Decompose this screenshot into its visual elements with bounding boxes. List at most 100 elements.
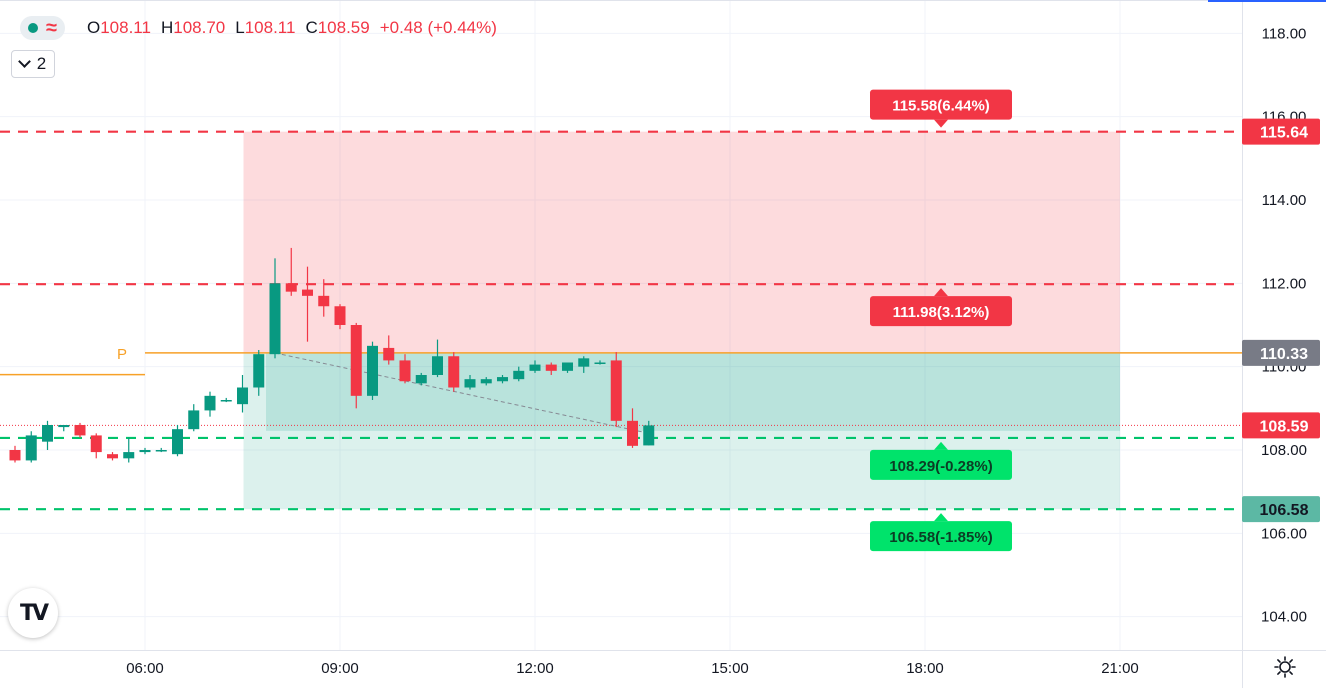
- candle: [139, 447, 151, 455]
- candle: [432, 339, 443, 378]
- x-tick-label: 18:00: [906, 660, 944, 677]
- candle-body: [123, 452, 135, 459]
- candle-body: [107, 454, 118, 459]
- candle-body: [578, 358, 590, 367]
- market-open-dot-icon: [28, 23, 38, 33]
- x-tick-label: 06:00: [126, 660, 164, 677]
- stop-2-axis-tag: 115.64: [1242, 118, 1320, 145]
- candle-body: [139, 450, 151, 453]
- y-tick-label: 112.00: [1262, 275, 1307, 292]
- y-tick-label: 118.00: [1262, 25, 1307, 42]
- candle-body: [432, 356, 443, 375]
- trend-line: [274, 352, 649, 434]
- collapse-indicators-button[interactable]: 2: [11, 50, 55, 78]
- candle-body: [220, 400, 232, 402]
- candle-body: [643, 425, 655, 446]
- candle: [220, 397, 232, 403]
- candle: [562, 362, 573, 373]
- candle-body: [74, 425, 86, 436]
- candle: [58, 425, 70, 432]
- candle-body: [350, 325, 362, 396]
- y-tick-label: 104.00: [1261, 609, 1307, 626]
- candle-body: [367, 345, 378, 396]
- x-tick-label: 15:00: [711, 660, 749, 677]
- last-price-axis-tag: 108.59: [1242, 412, 1320, 439]
- ohlc-legend: ≈ O108.11 H108.70 L108.11 C108.59 +0.48 …: [20, 14, 503, 42]
- legend-open: O108.11: [86, 18, 151, 37]
- market-status-pill[interactable]: ≈: [20, 16, 65, 40]
- legend-change: +0.48 (+0.44%): [379, 18, 497, 37]
- candle-body: [545, 364, 557, 371]
- label-box: [870, 89, 1012, 120]
- candle: [9, 445, 21, 463]
- candle: [74, 422, 86, 438]
- candle: [627, 408, 638, 448]
- candle: [610, 352, 622, 428]
- label-pointer: [934, 119, 948, 128]
- candle: [399, 354, 411, 384]
- candle: [367, 341, 378, 400]
- candle: [334, 304, 346, 330]
- indicator-count: 2: [36, 54, 47, 73]
- legend-low: L108.11: [235, 18, 296, 37]
- candle-body: [480, 379, 492, 384]
- stop-1-label: 111.98(3.12%): [870, 288, 1012, 327]
- candle-body: [562, 362, 573, 371]
- candle-body: [464, 379, 476, 388]
- axis-tag-bg: [1242, 118, 1320, 145]
- axis-tag-text: 106.58: [1260, 502, 1309, 519]
- candle: [578, 356, 590, 373]
- axis-tag-text: 115.64: [1260, 125, 1308, 142]
- target-1-label: 108.29(-0.28%): [870, 441, 1012, 480]
- label-text: 111.98(3.12%): [893, 304, 990, 321]
- candle: [237, 375, 248, 413]
- candle-body: [188, 410, 200, 430]
- candle: [253, 350, 265, 396]
- label-box: [870, 296, 1012, 327]
- candle: [497, 375, 508, 384]
- label-pointer: [934, 288, 948, 297]
- tradingview-logo-icon[interactable]: TV: [8, 588, 58, 638]
- axis-tag-bg: [1242, 339, 1320, 366]
- axis-tag-text: 108.59: [1260, 418, 1309, 435]
- candle: [350, 322, 362, 409]
- candle-body: [383, 347, 395, 361]
- target-2-label: 106.58(-1.85%): [870, 513, 1012, 552]
- candle: [90, 433, 102, 459]
- candle: [42, 420, 53, 450]
- x-tick-label: 12:00: [516, 660, 554, 677]
- candle: [318, 279, 330, 317]
- label-text: 115.58(6.44%): [892, 98, 990, 115]
- candle-body: [285, 283, 297, 292]
- candle-body: [594, 362, 606, 364]
- target-2-axis-tag: 106.58: [1242, 496, 1320, 523]
- label-text: 108.29(-0.28%): [889, 458, 992, 475]
- candle: [545, 362, 557, 375]
- candle-body: [399, 360, 411, 382]
- candle: [155, 447, 167, 453]
- candle-body: [610, 360, 622, 421]
- x-tick-label: 21:00: [1101, 660, 1139, 677]
- candle-body: [269, 283, 281, 355]
- axis-tag-bg: [1242, 496, 1320, 523]
- label-box: [870, 449, 1012, 480]
- label-box: [870, 521, 1012, 552]
- candle: [25, 431, 37, 463]
- y-tick-label: 106.00: [1261, 525, 1307, 542]
- candle: [415, 372, 427, 386]
- candle: [188, 404, 200, 432]
- candle-body: [415, 375, 427, 384]
- candle: [123, 437, 135, 463]
- candle-body: [253, 354, 265, 388]
- candle-body: [204, 395, 216, 411]
- settings-gear-icon[interactable]: [1270, 652, 1300, 682]
- candle-body: [513, 370, 525, 380]
- candle: [204, 391, 216, 417]
- candle-body: [529, 364, 541, 371]
- candles: [9, 247, 655, 463]
- level-labels: P 115.58(6.44%) 111.98(3.12%) 108.29(-0.28%…: [117, 89, 1012, 552]
- candle: [107, 452, 118, 461]
- axis-tag-bg: [1242, 412, 1320, 439]
